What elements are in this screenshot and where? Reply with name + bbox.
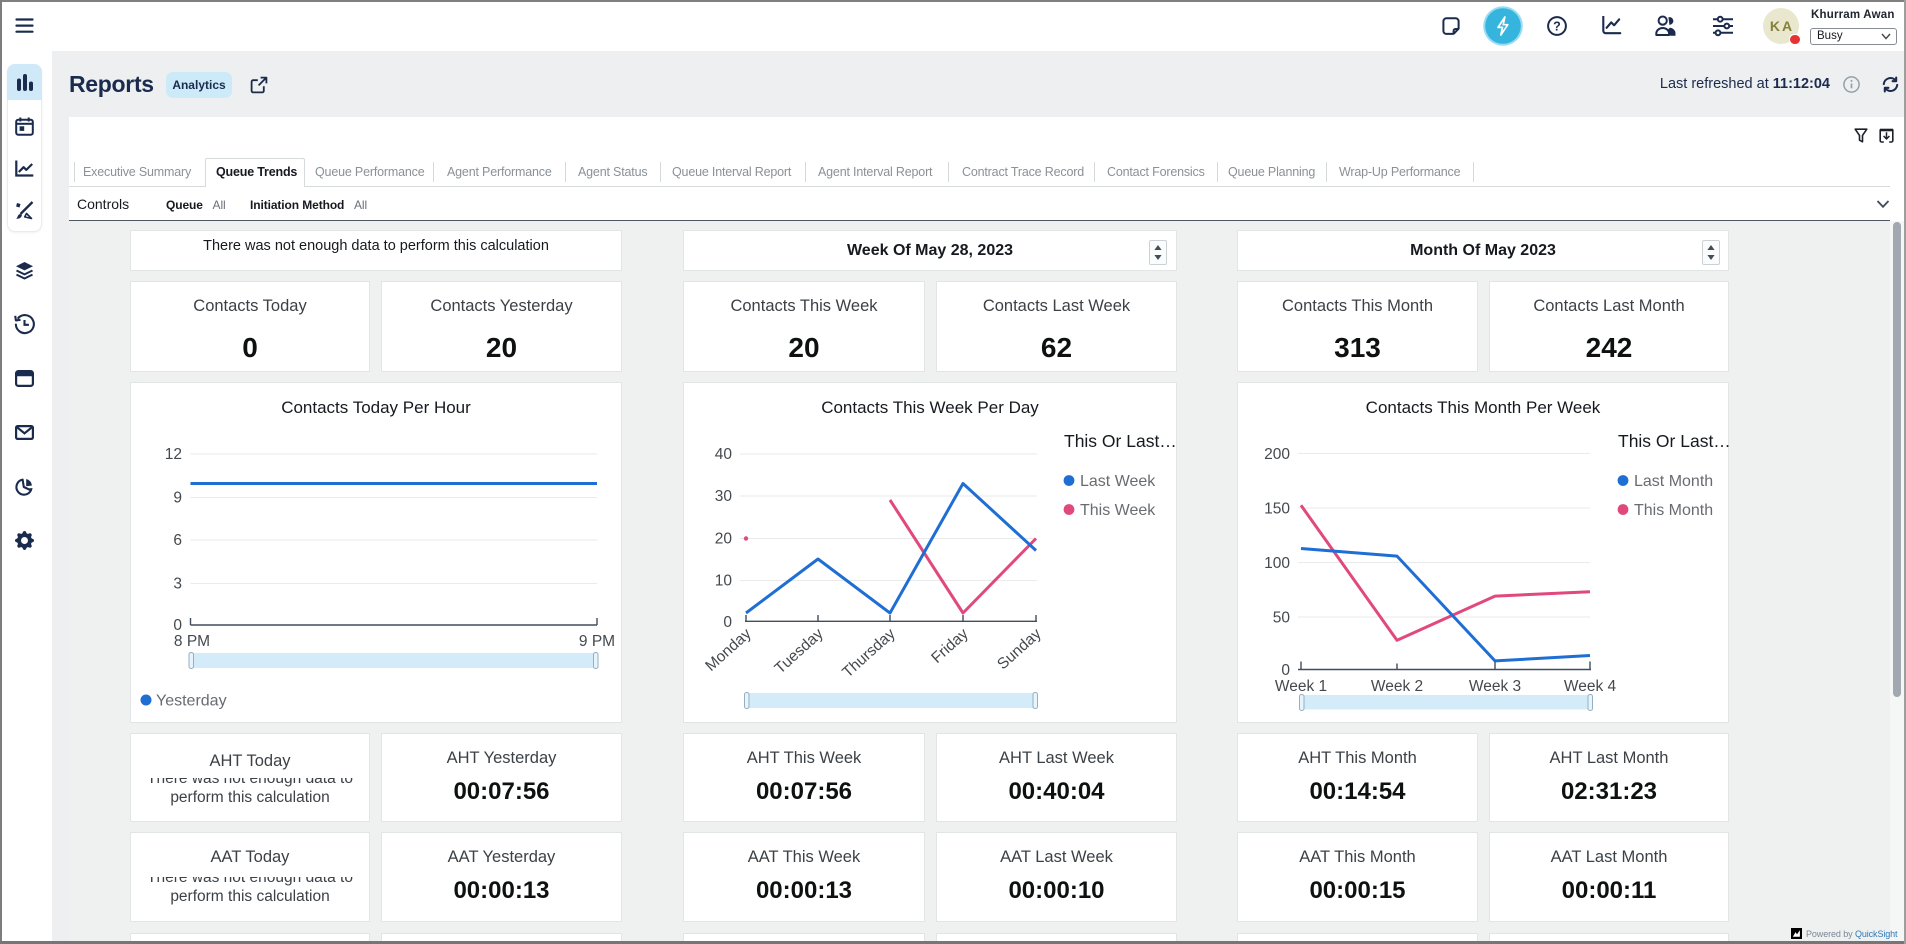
svg-text:100: 100 (1264, 555, 1290, 572)
svg-text:Last Month: Last Month (1634, 473, 1713, 490)
svg-text:0: 0 (723, 614, 732, 631)
svg-text:Friday: Friday (928, 625, 972, 667)
svg-text:Week 1: Week 1 (1275, 678, 1327, 695)
svg-text:Tuesday: Tuesday (772, 625, 827, 677)
svg-text:30: 30 (715, 488, 733, 505)
svg-text:Week 2: Week 2 (1371, 678, 1423, 695)
svg-text:Week 3: Week 3 (1469, 678, 1521, 695)
svg-text:150: 150 (1264, 501, 1290, 518)
svg-text:10: 10 (715, 573, 733, 590)
svg-text:This Month: This Month (1634, 502, 1713, 519)
svg-text:Sunday: Sunday (994, 625, 1045, 673)
svg-text:200: 200 (1264, 446, 1290, 463)
svg-text:Contacts This Week Per Day: Contacts This Week Per Day (821, 398, 1039, 417)
svg-text:8 PM: 8 PM (174, 633, 210, 650)
svg-text:This Or Last…: This Or Last… (1064, 431, 1177, 451)
svg-text:Monday: Monday (702, 625, 755, 675)
svg-text:12: 12 (165, 446, 182, 463)
svg-text:This Or Last…: This Or Last… (1618, 431, 1729, 451)
svg-text:20: 20 (715, 531, 733, 548)
svg-text:Last Week: Last Week (1080, 473, 1156, 490)
svg-text:Week 4: Week 4 (1564, 678, 1617, 695)
svg-text:3: 3 (173, 576, 182, 593)
svg-text:This Week: This Week (1080, 502, 1156, 519)
svg-text:9: 9 (173, 490, 182, 507)
svg-text:0: 0 (173, 617, 182, 634)
svg-text:9 PM: 9 PM (579, 633, 615, 650)
svg-text:50: 50 (1273, 610, 1291, 627)
svg-text:Contacts This Month Per Week: Contacts This Month Per Week (1366, 398, 1601, 417)
svg-text:Contacts Today Per Hour: Contacts Today Per Hour (281, 398, 471, 417)
svg-text:Yesterday: Yesterday (156, 693, 227, 710)
svg-text:Thursday: Thursday (839, 625, 899, 681)
svg-text:6: 6 (173, 532, 182, 549)
svg-text:0: 0 (1281, 662, 1290, 679)
svg-text:?: ? (1553, 19, 1561, 33)
svg-text:40: 40 (715, 446, 733, 463)
